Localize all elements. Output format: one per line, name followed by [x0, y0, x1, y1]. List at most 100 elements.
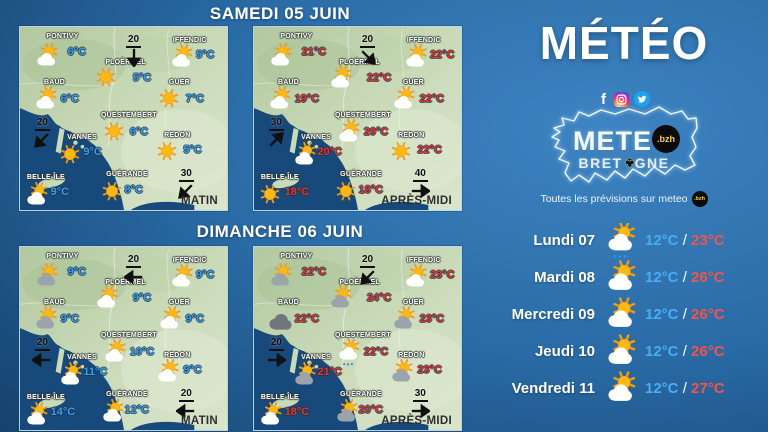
station-icon [291, 142, 317, 169]
temperature: 20°C [363, 125, 389, 138]
forecast-day: Mardi 08 [534, 269, 595, 286]
wind-indicator: 20 [358, 30, 378, 67]
sun-cloud-rain-icon [608, 221, 635, 258]
temperature: 21°C [317, 365, 342, 378]
town-label: GUÉRANDE [106, 390, 148, 398]
sun-cloud-icon [37, 42, 58, 66]
station-icon [33, 262, 59, 290]
forecast-temps: 12°C / 27°C [645, 380, 725, 397]
map-panel-sunday-morning: PONTIVY 9°C PLOËRMEL 9°C IFFENDIC 9°C BAUD 9°C G… [19, 246, 228, 431]
forecast-temps: 12°C / 26°C [645, 343, 725, 360]
town-label: VANNES [67, 354, 98, 362]
brittany-outline-icon [551, 106, 698, 183]
station-icon [154, 358, 180, 386]
forecast-icon [595, 296, 645, 333]
station-icon [388, 139, 414, 166]
town-label: VANNES [301, 134, 332, 142]
sun-icon [336, 181, 355, 201]
station-icon [33, 42, 59, 70]
period-label: MATIN [180, 195, 218, 207]
max-temp: 27°C [691, 380, 725, 397]
wind-speed: 40 [412, 169, 428, 183]
temperature: 20°C [317, 145, 342, 158]
wind-arrow-icon [269, 132, 285, 147]
wind-speed: 30 [268, 118, 284, 131]
sun-cloud-icon [36, 86, 57, 109]
sun-cloud-icon [271, 42, 292, 66]
town-label: VANNES [67, 134, 98, 142]
logo-word: METE [573, 126, 653, 156]
sun-cloud-icon [261, 401, 282, 425]
instagram-icon[interactable] [613, 91, 629, 107]
wind-speed: 20 [125, 254, 142, 268]
sun-icon [102, 181, 121, 201]
min-temp: 12°C [645, 269, 679, 286]
weekly-forecast-row: Mercredi 09 12°C / 26°C [488, 296, 760, 333]
temperature: 22°C [301, 266, 327, 279]
sidebar: MÉTÉO f METE .bzh BRET♣GNE [480, 0, 768, 432]
map-panel-saturday-afternoon: PONTIVY 21°C PLOËRMEL 22°C IFFENDIC 22°C BAUD 1… [253, 26, 462, 211]
station-icon [101, 339, 127, 366]
temperature: 6°C [129, 125, 149, 138]
town-label: GUÉRANDE [340, 170, 382, 178]
temperature: 12°C [124, 404, 150, 416]
sun-cloud-icon [97, 284, 118, 307]
sun-gray-cloud-icon [271, 262, 292, 286]
station-icon [99, 398, 125, 426]
station-icon [23, 401, 49, 429]
wind-arrow-icon [412, 184, 431, 199]
station-icon [168, 44, 194, 71]
temperature: 18°C [358, 184, 384, 196]
temperature: 23°C [417, 364, 442, 377]
period-label: APRÈS-MIDI [381, 415, 452, 427]
forecast-day: Lundi 07 [533, 232, 595, 249]
temperature: 22°C [366, 71, 392, 84]
temperature: 22°C [363, 345, 389, 358]
temperature: 9°C [183, 364, 202, 377]
sun-cloud-icon [157, 358, 179, 382]
social-links: f [480, 91, 768, 107]
weekly-forecast-list: Lundi 07 12°C / 23°C Mardi 08 12°C / 26°… [488, 221, 760, 407]
sun-cloud-icon [608, 370, 636, 401]
station-icon [156, 306, 182, 333]
station-icon [93, 284, 119, 312]
temperature: 9°C [185, 312, 205, 325]
town-label: BELLE-ÎLE [260, 394, 299, 402]
town-label: IFFENDIC [172, 257, 207, 265]
town-label: GUÉRANDE [340, 390, 382, 398]
wind-speed: 30 [412, 389, 428, 403]
weekly-forecast-row: Mardi 08 12°C / 26°C [488, 259, 760, 296]
sun-cloud-icon [331, 64, 352, 87]
town-label: VANNES [301, 354, 332, 362]
station-icon [327, 64, 353, 92]
temperature: 23°C [419, 312, 445, 325]
forecast-icon [595, 259, 645, 296]
temperature: 11°C [83, 365, 108, 378]
wind-indicator: 20 [358, 250, 378, 287]
station-icon [335, 338, 361, 366]
town-label: QUESTEMBERT [334, 332, 391, 340]
station-icon [93, 65, 119, 92]
forecast-icon [595, 370, 645, 407]
wind-indicator: 20 [123, 250, 144, 287]
facebook-icon[interactable]: f [601, 90, 606, 108]
sun-gray-cloud-icon [336, 398, 358, 422]
wind-speed: 20 [178, 389, 194, 403]
bzh-badge: .bzh [652, 125, 680, 153]
twitter-icon[interactable] [633, 91, 650, 107]
town-label: BELLE-ÎLE [26, 394, 65, 402]
wind-arrow-icon [176, 404, 195, 419]
town-label: QUESTEMBERT [334, 112, 391, 120]
sun-cloud-icon [61, 362, 82, 385]
weekly-forecast-row: Jeudi 10 12°C / 26°C [488, 333, 760, 370]
temperature: 9°C [132, 291, 152, 304]
forecast-icon [595, 333, 645, 370]
wind-arrow-icon [360, 50, 376, 65]
wind-indicator: 30 [176, 164, 196, 201]
wind-arrow-icon [126, 48, 141, 67]
station-icon [156, 86, 182, 113]
page-title: MÉTÉO [539, 17, 709, 69]
town-label: PONTIVY [280, 33, 313, 41]
station-icon [335, 119, 361, 146]
station-icon [327, 284, 353, 312]
